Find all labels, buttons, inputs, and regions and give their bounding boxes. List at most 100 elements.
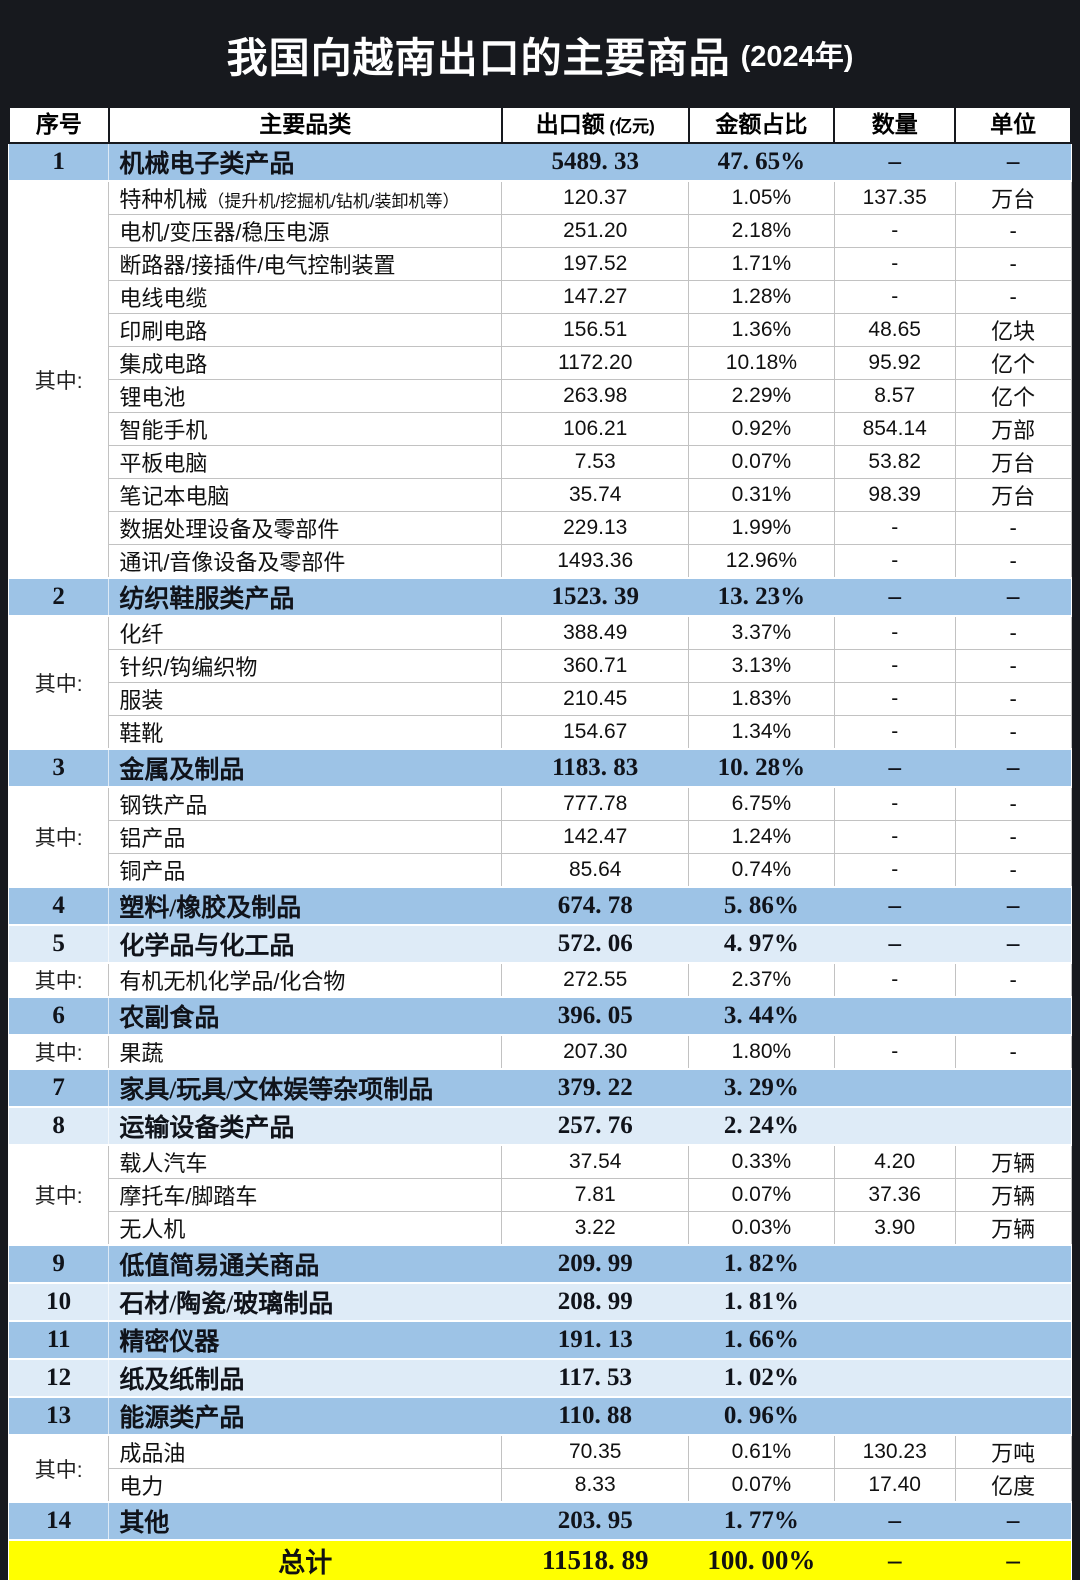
share-cell: 1.36% bbox=[688, 313, 835, 347]
item-name-text: 钢铁产品 bbox=[119, 793, 208, 818]
column-header-label: 主要品类 bbox=[259, 111, 352, 138]
export-value-cell: 142.47 bbox=[501, 820, 690, 854]
export-value-cell: 37.54 bbox=[501, 1144, 690, 1179]
quantity-cell: 137.35 bbox=[833, 180, 956, 215]
item-name-text: 断路器/接插件/电气控制装置 bbox=[119, 253, 396, 278]
unit-cell: - bbox=[954, 1034, 1072, 1070]
unit-cell bbox=[955, 1358, 1071, 1398]
header-row: 序号 主要品类 出口额 (亿元) 金额占比 数量 单位 bbox=[8, 108, 1072, 144]
main-category-row: 1 机械电子类产品 5489. 33 47. 65% – – bbox=[9, 142, 1071, 182]
column-header-0: 序号 bbox=[8, 108, 110, 144]
export-value-cell: 209. 99 bbox=[501, 1244, 689, 1284]
sub-item-row: 其中: 成品油 70.35 0.61% 130.23 万吨 bbox=[9, 1434, 1072, 1503]
quantity-cell: – bbox=[834, 886, 956, 926]
category-name: 金属及制品 bbox=[108, 748, 502, 788]
item-name: 断路器/接插件/电气控制装置 bbox=[108, 247, 503, 281]
quantity-cell: 37.36 bbox=[833, 1178, 956, 1212]
quantity-cell: 98.39 bbox=[833, 478, 956, 512]
quantity-cell bbox=[834, 1396, 956, 1436]
sub-item-row: 断路器/接插件/电气控制装置 197.52 1.71% - - bbox=[9, 247, 1072, 281]
unit-cell: 亿个 bbox=[954, 346, 1072, 380]
total-unit: – bbox=[955, 1539, 1071, 1580]
export-value-cell: 85.64 bbox=[501, 853, 690, 888]
export-value-cell: 257. 76 bbox=[501, 1106, 689, 1146]
share-cell: 1.34% bbox=[688, 715, 835, 750]
sub-item-row: 摩托车/脚踏车 7.81 0.07% 37.36 万辆 bbox=[9, 1178, 1072, 1212]
export-value-cell: 120.37 bbox=[501, 180, 690, 215]
quantity-cell: - bbox=[833, 280, 956, 314]
unit-cell: – bbox=[955, 924, 1071, 964]
export-value-cell: 35.74 bbox=[501, 478, 690, 512]
column-header-4: 数量 bbox=[833, 108, 957, 144]
category-name: 能源类产品 bbox=[108, 1396, 502, 1436]
column-header-5: 单位 bbox=[954, 108, 1072, 144]
main-category-row: 13 能源类产品 110. 88 0. 96% bbox=[9, 1396, 1071, 1436]
item-name-text: 有机无机化学品/化合物 bbox=[119, 969, 346, 994]
quantity-cell: - bbox=[833, 511, 956, 545]
unit-cell bbox=[955, 1244, 1071, 1284]
quantity-cell: - bbox=[833, 715, 956, 750]
table-header: 序号 主要品类 出口额 (亿元) 金额占比 数量 单位 bbox=[8, 108, 1072, 144]
category-name: 农副食品 bbox=[108, 996, 502, 1036]
quantity-cell bbox=[834, 996, 956, 1036]
export-value-cell: 117. 53 bbox=[501, 1358, 689, 1398]
export-value-cell: 147.27 bbox=[501, 280, 690, 314]
unit-cell: - bbox=[954, 682, 1072, 716]
quantity-cell: - bbox=[833, 962, 956, 998]
item-name-text: 电力 bbox=[119, 1474, 164, 1499]
unit-cell: 万台 bbox=[954, 180, 1072, 215]
sub-item-row: 集成电路 1172.20 10.18% 95.92 亿个 bbox=[9, 346, 1072, 380]
row-number: 6 bbox=[9, 996, 110, 1036]
total-empty-cell bbox=[9, 1539, 109, 1580]
quantity-cell: - bbox=[833, 1034, 956, 1070]
unit-cell bbox=[955, 1396, 1071, 1436]
share-cell: 3. 29% bbox=[688, 1068, 835, 1108]
quantity-cell: 854.14 bbox=[833, 412, 956, 446]
category-name: 纸及纸制品 bbox=[108, 1358, 502, 1398]
total-label: 总计 bbox=[108, 1539, 502, 1580]
export-value-cell: 8.33 bbox=[501, 1468, 690, 1503]
item-name-note: （提升机/挖掘机/钻机/装卸机等） bbox=[207, 192, 460, 211]
unit-cell: 万辆 bbox=[954, 1178, 1072, 1212]
sub-item-row: 鞋靴 154.67 1.34% - - bbox=[9, 715, 1072, 750]
group-label: 其中: bbox=[9, 786, 110, 888]
unit-cell: - bbox=[954, 214, 1072, 248]
row-number: 4 bbox=[9, 886, 110, 926]
row-number: 8 bbox=[9, 1106, 110, 1146]
share-cell: 3. 44% bbox=[688, 996, 835, 1036]
unit-cell: - bbox=[954, 544, 1072, 579]
item-name-text: 电线电缆 bbox=[119, 286, 208, 311]
unit-cell: – bbox=[955, 886, 1071, 926]
share-cell: 4. 97% bbox=[688, 924, 835, 964]
unit-cell: - bbox=[954, 820, 1072, 854]
unit-cell bbox=[955, 1068, 1071, 1108]
total-share: 100. 00% bbox=[688, 1539, 835, 1580]
page-title: 我国向越南出口的主要商品 (2024年) bbox=[0, 0, 1080, 108]
item-name-text: 集成电路 bbox=[119, 352, 208, 377]
row-number: 10 bbox=[9, 1282, 110, 1322]
item-name-text: 鞋靴 bbox=[119, 721, 164, 746]
unit-cell: - bbox=[954, 280, 1072, 314]
unit-cell: 万部 bbox=[954, 412, 1072, 446]
quantity-cell: - bbox=[833, 214, 956, 248]
table-body: 1 机械电子类产品 5489. 33 47. 65% – – 其中: 特种机械（提升机/挖掘机… bbox=[9, 142, 1072, 1580]
quantity-cell: - bbox=[833, 649, 956, 683]
item-name: 载人汽车 bbox=[108, 1144, 503, 1179]
item-name: 印刷电路 bbox=[108, 313, 503, 347]
item-name: 有机无机化学品/化合物 bbox=[108, 962, 503, 998]
item-name: 摩托车/脚踏车 bbox=[108, 1178, 503, 1212]
quantity-cell: 4.20 bbox=[833, 1144, 956, 1179]
unit-cell: 亿个 bbox=[954, 379, 1072, 413]
share-cell: 0.31% bbox=[688, 478, 835, 512]
export-value-cell: 210.45 bbox=[501, 682, 690, 716]
sub-item-row: 笔记本电脑 35.74 0.31% 98.39 万台 bbox=[9, 478, 1072, 512]
group-label: 其中: bbox=[9, 1434, 110, 1503]
row-number: 5 bbox=[9, 924, 110, 964]
share-cell: 1.80% bbox=[688, 1034, 835, 1070]
item-name: 锂电池 bbox=[108, 379, 503, 413]
share-cell: 1.28% bbox=[688, 280, 835, 314]
share-cell: 1.99% bbox=[688, 511, 835, 545]
sub-item-row: 铝产品 142.47 1.24% - - bbox=[9, 820, 1072, 854]
main-category-row: 6 农副食品 396. 05 3. 44% bbox=[9, 996, 1071, 1036]
column-header-2: 出口额 (亿元) bbox=[500, 108, 690, 144]
